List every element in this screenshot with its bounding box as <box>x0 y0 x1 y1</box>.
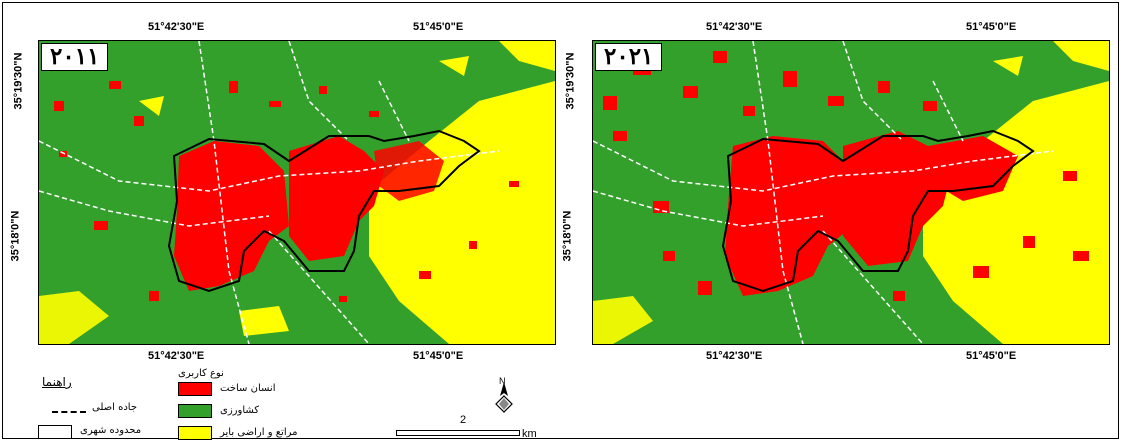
lat-label-left-outer-top: 35°19'30"N <box>12 52 25 110</box>
year-badge-2021: ۲۰۲۱ <box>595 43 663 71</box>
scale-unit: km <box>522 428 537 440</box>
lon-label-top-left-2: 51°45'0"E <box>413 21 464 33</box>
legend-landuse-title: نوع کاربری <box>178 368 224 379</box>
legend-built-swatch <box>178 382 212 396</box>
year-badge-2011: ۲۰۱۱ <box>41 43 109 71</box>
legend-agriculture-swatch <box>178 404 212 418</box>
legend-boundary-swatch <box>38 425 72 439</box>
legend-main-road: جاده اصلی <box>92 402 138 413</box>
map-2021: ۲۰۲۱ <box>592 40 1110 345</box>
map-2011-canvas <box>39 41 555 344</box>
legend-rangeland: مراتع و اراضی بایر <box>220 427 298 438</box>
legend-rangeland-swatch <box>178 426 212 440</box>
map-2011: ۲۰۱۱ <box>38 40 556 345</box>
lat-label-mid-b-top: 35°19'30"N <box>564 52 577 110</box>
north-label: N <box>499 376 506 386</box>
lon-label-bottom-left-2: 51°45'0"E <box>413 350 464 362</box>
north-arrow-icon <box>495 382 513 413</box>
lon-label-top-left-1: 51°42'30"E <box>148 21 205 33</box>
legend-guide-title: راهنما <box>42 375 72 389</box>
lon-label-bottom-right-2: 51°45'0"E <box>966 350 1017 362</box>
legend-urban-boundary: محدوده شهری <box>80 425 142 436</box>
lon-label-top-right-2: 51°45'0"E <box>966 21 1017 33</box>
scale-bar <box>396 430 520 436</box>
lat-label-mid-b-bottom: 35°18'0"N <box>561 210 574 262</box>
map-2021-canvas <box>593 41 1109 344</box>
legend-agriculture: کشاورزی <box>220 405 260 416</box>
scale-value: 2 <box>460 414 467 426</box>
legend-road-swatch <box>52 411 86 413</box>
lat-label-left-outer-bottom: 35°18'0"N <box>9 210 22 262</box>
lon-label-bottom-right-1: 51°42'30"E <box>706 350 763 362</box>
lon-label-top-right-1: 51°42'30"E <box>706 21 763 33</box>
legend-built-up: انسان ساخت <box>220 383 276 394</box>
lon-label-bottom-left-1: 51°42'30"E <box>148 350 205 362</box>
